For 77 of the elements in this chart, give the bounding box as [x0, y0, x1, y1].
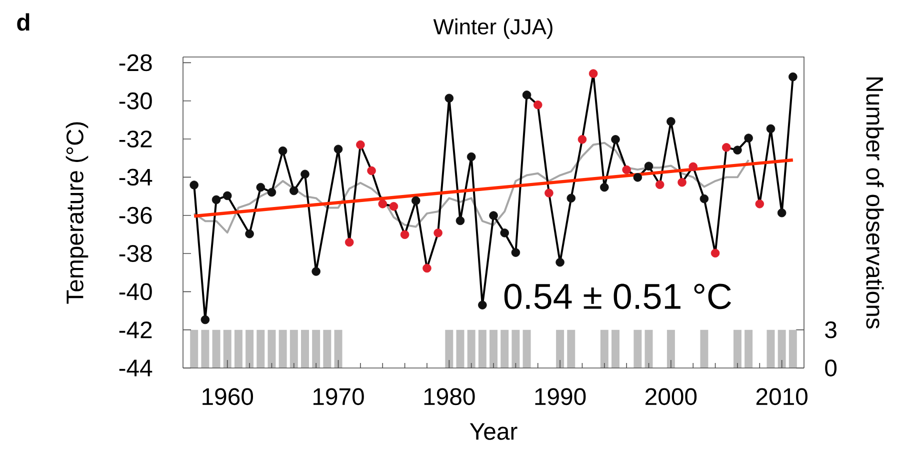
y-tick-label: -44	[119, 360, 152, 376]
point	[511, 248, 520, 257]
x-tick-label: 1960	[202, 388, 254, 406]
point	[356, 140, 365, 150]
text: d	[17, 13, 30, 31]
point	[222, 191, 232, 200]
point	[422, 264, 432, 273]
point	[434, 228, 442, 238]
point	[688, 162, 698, 172]
point	[678, 178, 686, 187]
point	[245, 229, 254, 238]
point	[334, 144, 343, 154]
point	[389, 202, 398, 211]
point	[733, 146, 742, 154]
point	[588, 69, 598, 78]
point	[267, 188, 276, 197]
annotation: 0.54 ± 0.51 °C	[504, 284, 732, 310]
point	[190, 180, 198, 190]
point	[290, 186, 298, 196]
point	[400, 230, 410, 239]
x-axis-title: Year	[470, 423, 518, 440]
point	[700, 194, 709, 204]
point	[544, 188, 554, 198]
point	[600, 182, 609, 192]
y-tick-label: -30	[119, 92, 152, 110]
y2-tick-label: 3	[825, 321, 836, 338]
point	[644, 162, 654, 171]
y-axis-title: Temperature (°C)	[66, 122, 88, 304]
point	[755, 200, 764, 208]
point	[566, 194, 576, 203]
x-tick-label: 2000	[646, 388, 697, 406]
point	[633, 172, 642, 182]
x-tick-label: 1990	[535, 388, 586, 406]
point	[411, 196, 420, 206]
point	[744, 134, 753, 142]
y2-tick-label: 0	[825, 360, 837, 376]
y-tick-label: -34	[119, 168, 152, 186]
point	[212, 195, 221, 204]
x-tick-label: 1970	[313, 388, 364, 406]
point	[500, 228, 509, 238]
point	[722, 143, 731, 152]
point	[278, 146, 288, 156]
point	[456, 216, 465, 226]
point	[312, 267, 320, 276]
point	[478, 300, 487, 310]
point	[578, 135, 587, 144]
y2-axis-title: Number of observations	[866, 78, 884, 328]
point	[533, 100, 542, 110]
point	[300, 170, 310, 179]
x-tick-label: 2010	[756, 388, 808, 406]
y-tick-label: -32	[119, 130, 152, 148]
point	[788, 72, 798, 82]
point	[666, 117, 676, 126]
y-tick-label: -36	[119, 206, 152, 224]
point	[367, 166, 376, 176]
point	[710, 248, 720, 258]
line-series	[193, 142, 750, 234]
y-tick-label: -40	[119, 283, 152, 300]
y-tick-label: -42	[119, 321, 152, 338]
point	[777, 208, 786, 218]
point	[655, 180, 664, 190]
point	[622, 165, 631, 174]
y-tick-label: -28	[119, 54, 152, 72]
point	[444, 94, 454, 103]
chart-title: Winter (JJA)	[433, 18, 552, 39]
point	[556, 258, 564, 267]
point	[489, 211, 498, 220]
point	[466, 152, 476, 162]
point	[522, 90, 532, 100]
point	[378, 200, 387, 208]
point	[256, 182, 266, 192]
point	[766, 124, 776, 134]
y-tick-label: -38	[119, 245, 152, 262]
point	[344, 238, 354, 247]
point	[200, 315, 210, 324]
point	[611, 135, 620, 144]
x-tick-label: 1980	[424, 388, 475, 406]
